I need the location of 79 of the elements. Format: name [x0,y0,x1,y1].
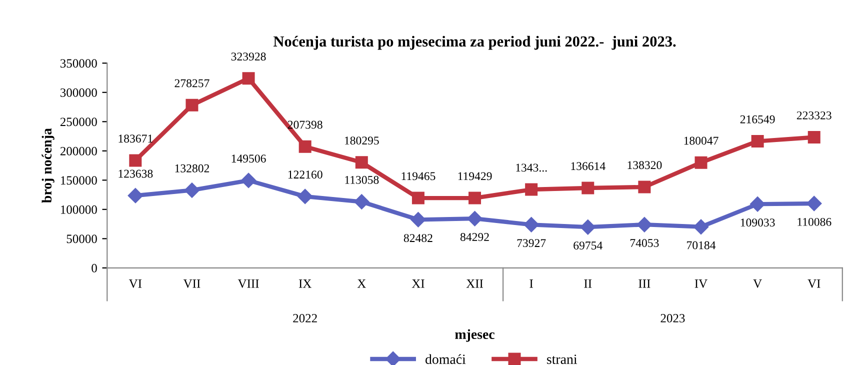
point [298,188,313,204]
y-tick-label: 150000 [61,176,97,185]
data-label: 73927 [517,239,546,248]
point [693,219,709,234]
text: 2022 [293,314,317,322]
point [186,98,198,112]
point [808,131,820,144]
data-label: 82482 [404,234,432,242]
text: 2023 [660,314,685,322]
data-label: 223323 [796,111,832,120]
point [694,156,708,169]
x-tick-label: III [638,280,650,288]
data-label: 110086 [798,218,832,226]
data-label: 123638 [118,170,153,178]
point [636,217,652,232]
x-tick-label: IX [298,280,312,288]
x-axis-title: mjesec [455,329,494,342]
data-label: 119429 [458,172,492,180]
point [184,182,200,198]
data-label: 113058 [345,176,379,184]
point [354,194,370,210]
data-label: 136614 [571,162,606,170]
y-tick-label: 0 [92,264,97,272]
x-tick-label: I [530,280,533,288]
point [750,196,766,212]
point [242,72,255,85]
point [468,192,482,204]
point [582,182,594,194]
data-label: 69754 [574,242,602,250]
y-tick-label: 250000 [60,118,97,126]
point [580,220,596,235]
data-label: 84292 [460,233,489,241]
data-label: 180047 [684,136,718,145]
data-label: 74053 [630,239,659,247]
point [412,192,424,204]
point [751,134,764,148]
y-tick-label: 350000 [60,59,97,68]
x-tick-label: VIII [238,280,259,288]
x-tick-label: VI [128,280,142,288]
point [638,180,651,194]
data-label: 138320 [628,161,662,170]
y-tick-label: 50000 [66,234,97,244]
x-tick-label: VII [183,280,200,288]
point [129,154,142,167]
data-label: 278257 [174,79,210,88]
data-label: 119465 [402,172,436,180]
point [298,140,312,153]
legend-label: domaći [426,354,466,364]
x-tick-label: IV [694,280,708,288]
x-tick-label: XII [466,280,484,288]
point [524,217,539,232]
y-axis-title: broj noćenja [42,128,54,203]
point [410,212,426,228]
y-tick-label: 100000 [61,205,97,214]
point [525,183,538,196]
point [806,196,822,212]
data-label: 180295 [344,136,379,145]
point [355,156,368,169]
legend-label: strani [547,354,578,364]
data-label: 1343... [516,164,547,172]
data-label: 183671 [118,134,152,143]
x-tick-label: II [584,280,592,288]
data-label: 216549 [740,115,775,124]
point [240,172,256,188]
point [467,211,482,226]
chart-title: Noćenja turista po mjesecima za period juni 2022.- juni 2023. [273,36,676,50]
y-tick-label: 200000 [60,146,97,156]
data-label: 323928 [231,52,266,61]
x-tick-label: VI [808,280,820,288]
x-tick-label: X [357,280,366,288]
x-tick-label: V [753,280,762,288]
y-tick-label: 300000 [60,88,97,97]
data-label: 109033 [740,218,775,227]
x-tick-label: XI [412,280,424,288]
data-label: 122160 [288,170,322,179]
data-label: 132802 [175,164,210,172]
data-label: 70184 [687,241,716,250]
data-label: 149506 [232,154,266,163]
point [128,188,143,204]
